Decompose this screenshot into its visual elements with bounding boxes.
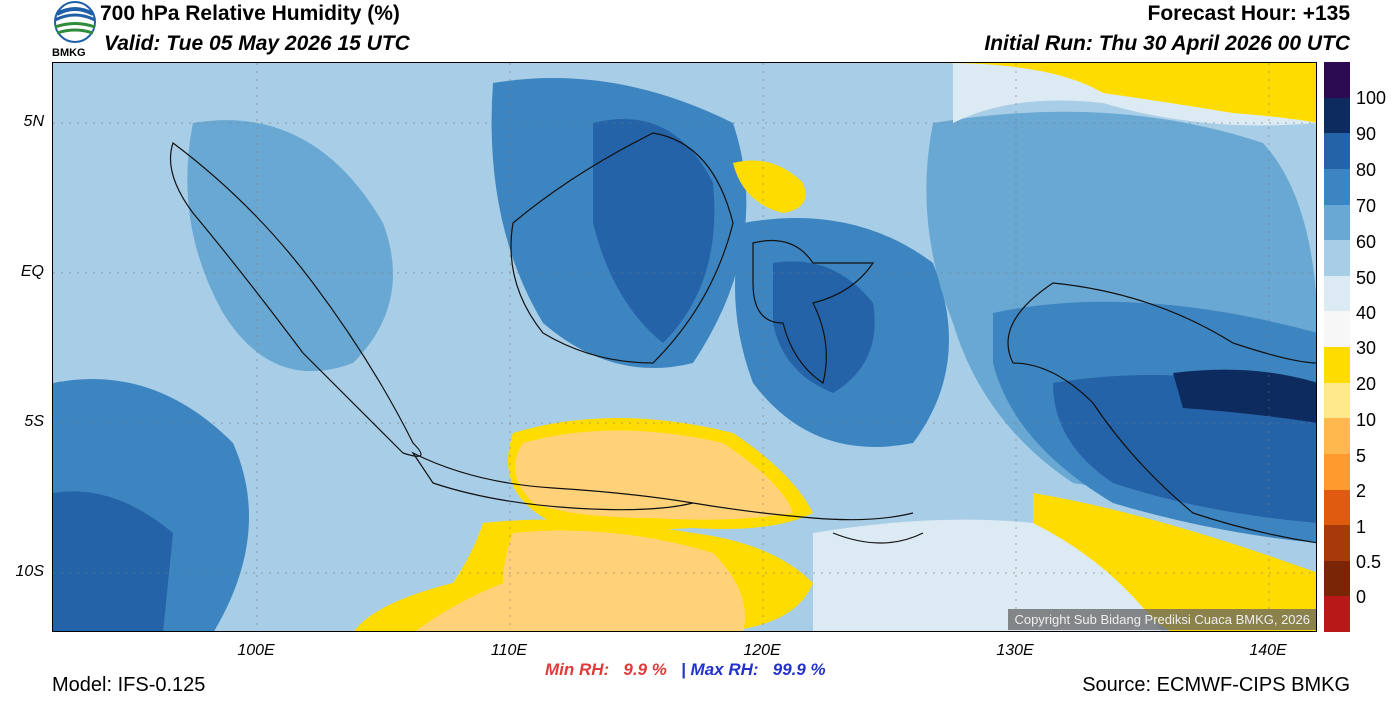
cbar-label: 10 — [1356, 410, 1377, 430]
cbar-label: 100 — [1356, 88, 1387, 108]
bmkg-logo — [50, 0, 100, 62]
cbar-swatch — [1324, 382, 1350, 419]
cbar-swatch — [1324, 97, 1350, 134]
stats-separator: | — [681, 660, 686, 679]
lon-label-140e: 140E — [1249, 642, 1287, 659]
cbar-label: 0.5 — [1356, 552, 1382, 572]
map-canvas — [53, 63, 1316, 631]
lat-label-5n: 5N — [23, 113, 44, 130]
lon-label-110e: 110E — [490, 642, 528, 659]
valid-time: Valid: Tue 05 May 2026 15 UTC — [104, 32, 410, 55]
cbar-label: 80 — [1356, 160, 1377, 180]
forecast-hour: Forecast Hour: +135 — [1147, 2, 1351, 25]
cbar-swatch — [1324, 204, 1350, 241]
cbar-swatch — [1324, 240, 1350, 276]
cbar-label: 20 — [1356, 374, 1377, 394]
initial-run: Initial Run: Thu 30 April 2026 00 UTC — [984, 32, 1350, 55]
copyright-note: Copyright Sub Bidang Prediksi Cuaca BMKG… — [1008, 609, 1316, 630]
cbar-label: 50 — [1356, 268, 1377, 288]
lat-label-eq: EQ — [20, 263, 44, 280]
cbar-label: 5 — [1356, 446, 1367, 466]
lat-label-10s: 10S — [15, 563, 44, 580]
logo-text: BMKG — [52, 47, 86, 59]
cbar-swatch — [1324, 133, 1350, 169]
humidity-map — [52, 62, 1317, 632]
max-rh-value: 99.9 % — [772, 660, 826, 679]
cbar-swatch — [1324, 168, 1350, 205]
cbar-swatch — [1324, 62, 1350, 98]
cbar-swatch — [1324, 489, 1350, 526]
cbar-swatch — [1324, 596, 1350, 632]
lon-label-100e: 100E — [237, 642, 275, 659]
cbar-label: 40 — [1356, 303, 1377, 323]
lat-label-5s: 5S — [24, 413, 44, 430]
max-rh-label: Max RH: — [690, 660, 759, 679]
model-info: Model: IFS-0.125 — [52, 674, 206, 696]
graticule — [53, 63, 1316, 631]
coastlines — [169, 132, 1316, 544]
cbar-swatch — [1324, 347, 1350, 383]
source-info: Source: ECMWF-CIPS BMKG — [1082, 674, 1350, 696]
cbar-swatch — [1324, 275, 1350, 312]
map-title: 700 hPa Relative Humidity (%) — [100, 2, 400, 25]
cbar-label: 90 — [1356, 124, 1377, 144]
cbar-label: 1 — [1356, 517, 1367, 537]
min-rh-value: 9.9 % — [623, 660, 667, 679]
cbar-label: 30 — [1356, 338, 1377, 358]
cbar-label: 70 — [1356, 196, 1377, 216]
cbar-label: 0 — [1356, 587, 1367, 607]
lon-label-130e: 130E — [996, 642, 1034, 659]
cbar-swatch — [1324, 560, 1350, 597]
cbar-label: 60 — [1356, 232, 1377, 252]
rh-stats: Min RH: 9.9 % | Max RH: 99.9 % — [545, 660, 826, 680]
colorbar — [1324, 62, 1350, 632]
cbar-swatch — [1324, 418, 1350, 454]
cbar-swatch — [1324, 453, 1350, 490]
cbar-label: 2 — [1356, 481, 1367, 501]
cbar-swatch — [1324, 525, 1350, 561]
min-rh-label: Min RH: — [545, 660, 610, 679]
cbar-swatch — [1324, 311, 1350, 347]
lon-label-120e: 120E — [743, 642, 781, 659]
